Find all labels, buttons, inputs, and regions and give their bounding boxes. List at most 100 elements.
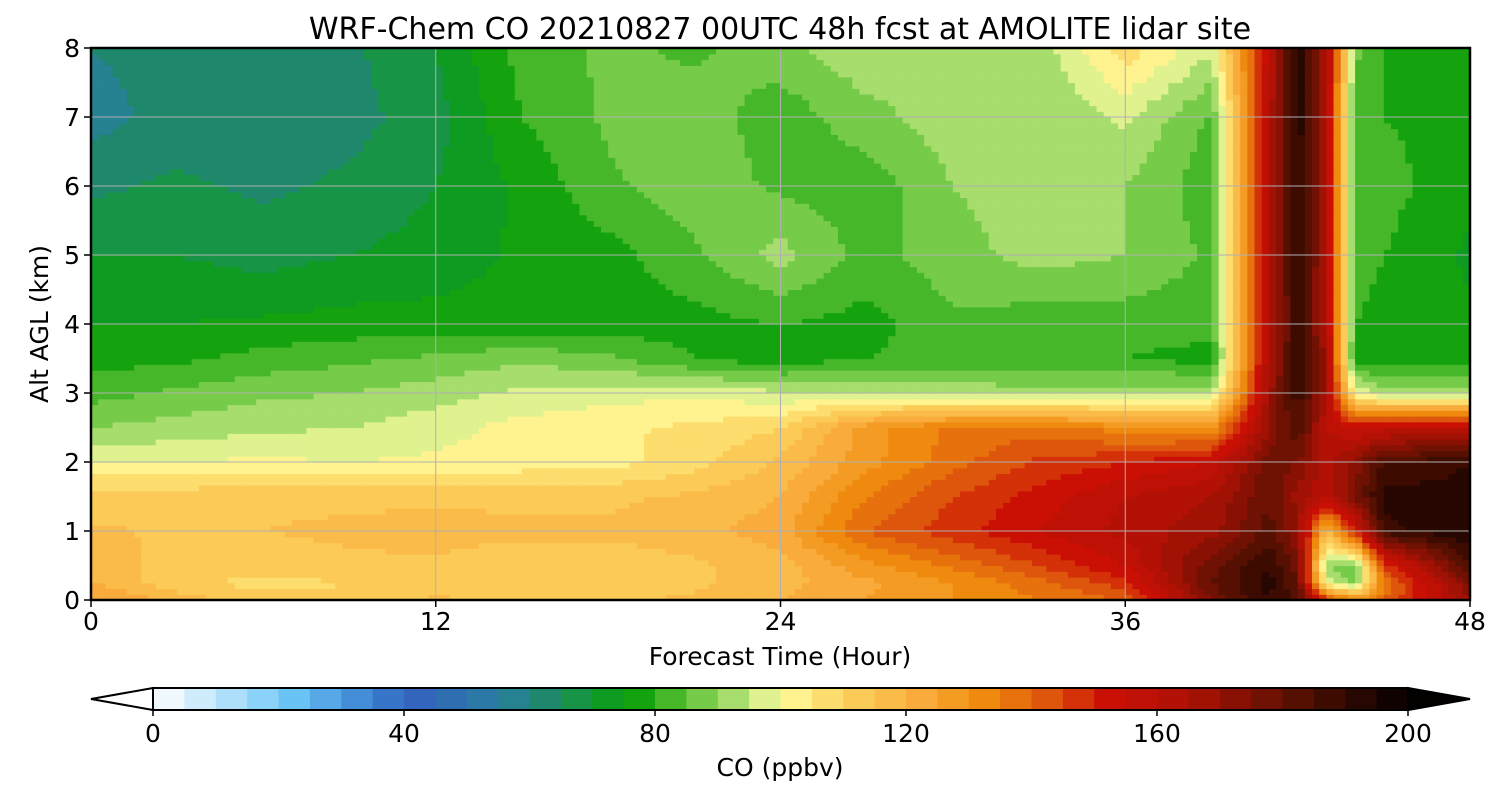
contour-cell — [1462, 467, 1470, 475]
contour-cell — [1074, 531, 1083, 538]
contour-cell — [787, 559, 796, 567]
contour-cell — [486, 485, 494, 492]
contour-cell — [1434, 577, 1442, 584]
contour-cell — [1211, 519, 1220, 526]
contour-cell — [1161, 513, 1169, 521]
contour-cell — [1175, 502, 1184, 509]
contour-cell — [220, 462, 229, 469]
contour-cell — [450, 594, 458, 600]
contour-cell — [1031, 559, 1040, 567]
contour-cell — [701, 525, 710, 532]
contour-cell — [1340, 485, 1349, 492]
contour-cell — [313, 485, 322, 492]
contour-cell — [263, 559, 272, 567]
contour-cell — [464, 582, 473, 590]
contour-cell — [457, 490, 466, 498]
contour-cell — [493, 450, 501, 457]
contour-cell — [1290, 559, 1299, 567]
contour-cell — [392, 565, 401, 572]
contour-cell — [1297, 519, 1306, 526]
contour-cell — [895, 531, 904, 538]
chart-title: WRF-Chem CO 20210827 00UTC 48h fcst at A… — [309, 12, 1251, 47]
contour-cell — [299, 565, 308, 572]
contour-cell — [1074, 462, 1083, 469]
contour-cell — [802, 479, 810, 486]
contour-cell — [557, 594, 566, 600]
contour-cell — [945, 502, 954, 509]
contour-cell — [263, 542, 272, 549]
contour-cell — [1426, 542, 1435, 549]
contour-cell — [1161, 467, 1169, 475]
contour-cell — [1297, 456, 1306, 463]
contour-cell — [1118, 502, 1126, 509]
contour-cell — [399, 508, 408, 515]
contour-cell — [615, 479, 624, 486]
contour-cell — [565, 519, 573, 526]
contour-cell — [1232, 456, 1241, 463]
contour-cell — [636, 456, 645, 463]
contour-cell — [543, 462, 552, 469]
contour-cell — [1276, 531, 1284, 538]
contour-cell — [256, 456, 264, 463]
contour-cell — [227, 571, 236, 578]
contour-cell — [672, 473, 681, 480]
contour-cell — [292, 490, 300, 498]
contour-cell — [572, 508, 580, 515]
contour-cell — [830, 450, 839, 457]
contour-cell — [809, 456, 818, 463]
contour-cell — [1254, 508, 1263, 515]
contour-cell — [134, 554, 142, 561]
contour-cell — [1218, 582, 1227, 590]
contour-cell — [1024, 594, 1033, 600]
contour-cell — [277, 508, 286, 515]
contour-cell — [1340, 479, 1349, 486]
contour-cell — [1218, 571, 1227, 578]
contour-cell — [586, 588, 595, 595]
contour-cell — [1161, 554, 1169, 561]
contour-cell — [1390, 559, 1399, 567]
contour-cell — [421, 462, 430, 469]
contour-cell — [744, 571, 753, 578]
contour-field — [91, 48, 1470, 600]
contour-cell — [1390, 582, 1399, 590]
contour-cell — [1225, 571, 1234, 578]
contour-cell — [636, 502, 645, 509]
contour-cell — [881, 554, 889, 561]
contour-cell — [105, 594, 114, 600]
contour-cell — [909, 525, 918, 532]
contour-cell — [514, 582, 523, 590]
contour-cell — [256, 479, 264, 486]
contour-cell — [1455, 473, 1464, 480]
contour-cell — [543, 473, 552, 480]
contour-cell — [486, 565, 494, 572]
contour-cell — [629, 513, 638, 521]
contour-cell — [1240, 559, 1248, 567]
contour-cell — [385, 559, 394, 567]
contour-cell — [1161, 490, 1169, 498]
contour-cell — [701, 559, 710, 567]
contour-cell — [766, 513, 774, 521]
contour-cell — [126, 571, 135, 578]
contour-cell — [1017, 496, 1026, 503]
contour-cell — [952, 513, 961, 521]
contour-cell — [565, 467, 573, 475]
contour-cell — [227, 450, 236, 457]
contour-cell — [1376, 577, 1385, 584]
contour-cell — [1347, 559, 1356, 567]
contour-cell — [1175, 473, 1184, 480]
contour-cell — [924, 531, 932, 538]
contour-cell — [220, 485, 229, 492]
contour-cell — [471, 450, 480, 457]
contour-cell — [593, 479, 602, 486]
contour-cell — [184, 542, 193, 549]
contour-cell — [1103, 582, 1112, 590]
contour-cell — [392, 525, 401, 532]
contour-cell — [1261, 525, 1270, 532]
contour-cell — [256, 536, 264, 544]
contour-cell — [1398, 479, 1406, 486]
contour-cell — [665, 502, 674, 509]
contour-cell — [119, 485, 128, 492]
contour-cell — [550, 450, 559, 457]
contour-cell — [1319, 502, 1327, 509]
contour-cell — [263, 571, 272, 578]
